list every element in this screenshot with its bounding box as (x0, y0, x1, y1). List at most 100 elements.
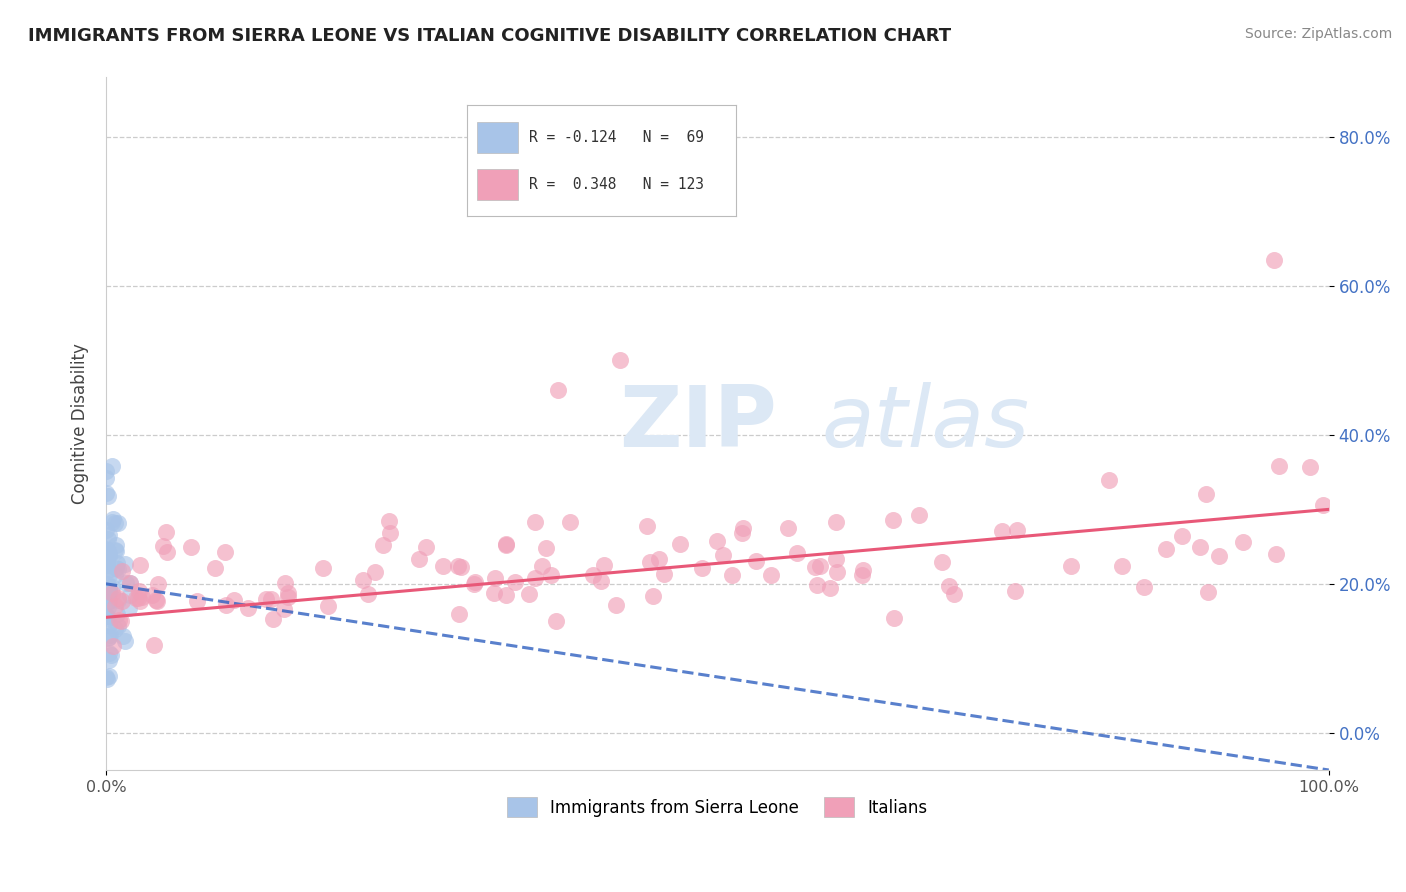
Point (731, 521, 754, 535)
Point (1189, 541, 1212, 555)
Point (523, 516, 546, 530)
Point (96, 486, 118, 500)
Point (484, 571, 506, 585)
Point (96, 558, 118, 573)
Point (931, 555, 953, 569)
Point (318, 599, 340, 614)
Point (96, 464, 118, 478)
Point (98, 646, 121, 660)
Point (107, 516, 129, 530)
Point (111, 593, 134, 607)
Point (97, 594, 120, 608)
Point (98, 669, 121, 683)
Point (114, 575, 136, 590)
Point (96, 524, 118, 538)
Point (98, 547, 121, 561)
Text: IMMIGRANTS FROM SIERRA LEONE VS ITALIAN COGNITIVE DISABILITY CORRELATION CHART: IMMIGRANTS FROM SIERRA LEONE VS ITALIAN … (28, 27, 952, 45)
Point (125, 591, 148, 606)
Point (852, 563, 875, 577)
Point (107, 607, 129, 622)
Point (547, 383, 569, 397)
Point (1098, 473, 1121, 487)
Point (105, 556, 128, 570)
Point (107, 562, 129, 576)
Point (311, 561, 333, 575)
Point (1004, 584, 1026, 599)
Point (96, 581, 118, 595)
Point (364, 565, 387, 579)
Point (882, 513, 904, 527)
Point (991, 524, 1014, 538)
Point (641, 590, 664, 604)
Point (96, 470, 118, 484)
Point (1232, 534, 1254, 549)
Point (706, 534, 728, 549)
Point (495, 537, 517, 551)
Point (104, 516, 127, 530)
Point (536, 541, 558, 556)
Point (1263, 252, 1285, 267)
Point (97, 582, 120, 596)
Point (1268, 459, 1291, 474)
Point (111, 629, 134, 643)
Point (1170, 529, 1192, 543)
Point (146, 577, 169, 591)
Point (540, 567, 562, 582)
Point (605, 598, 627, 612)
Point (1299, 460, 1322, 475)
Point (128, 558, 150, 572)
Point (152, 539, 174, 553)
Point (1208, 549, 1230, 563)
Point (96, 584, 118, 599)
Point (215, 599, 238, 613)
Point (638, 556, 661, 570)
Point (517, 587, 540, 601)
Point (236, 600, 259, 615)
Point (503, 575, 526, 590)
Point (96, 553, 118, 567)
Point (96, 543, 118, 558)
Point (636, 518, 658, 533)
Point (731, 525, 754, 540)
Point (690, 561, 713, 575)
Point (97, 564, 120, 578)
Point (609, 353, 631, 368)
Point (94, 541, 117, 556)
Point (96, 672, 118, 686)
Point (97, 544, 120, 558)
Point (204, 561, 226, 575)
Point (531, 558, 554, 573)
Point (101, 580, 124, 594)
Point (495, 588, 517, 602)
Point (98, 549, 121, 563)
Point (825, 551, 848, 566)
Point (155, 545, 177, 559)
Point (107, 619, 129, 633)
Point (908, 508, 931, 522)
Point (463, 577, 485, 591)
Point (447, 559, 470, 574)
Point (114, 557, 136, 571)
Point (262, 611, 284, 625)
Point (186, 594, 208, 608)
Point (277, 591, 299, 605)
Point (107, 593, 129, 607)
Point (277, 585, 299, 599)
Point (100, 648, 122, 662)
Point (654, 566, 676, 581)
Point (141, 588, 163, 602)
Point (273, 601, 295, 615)
Point (94, 584, 117, 599)
Point (825, 566, 848, 580)
Point (97, 611, 120, 625)
Point (1060, 559, 1083, 574)
Point (415, 540, 437, 554)
Point (101, 512, 124, 526)
Point (943, 587, 966, 601)
Point (558, 515, 581, 529)
Point (96, 558, 118, 572)
Point (260, 592, 283, 607)
Point (146, 594, 169, 608)
Point (464, 574, 486, 589)
Point (96, 670, 118, 684)
